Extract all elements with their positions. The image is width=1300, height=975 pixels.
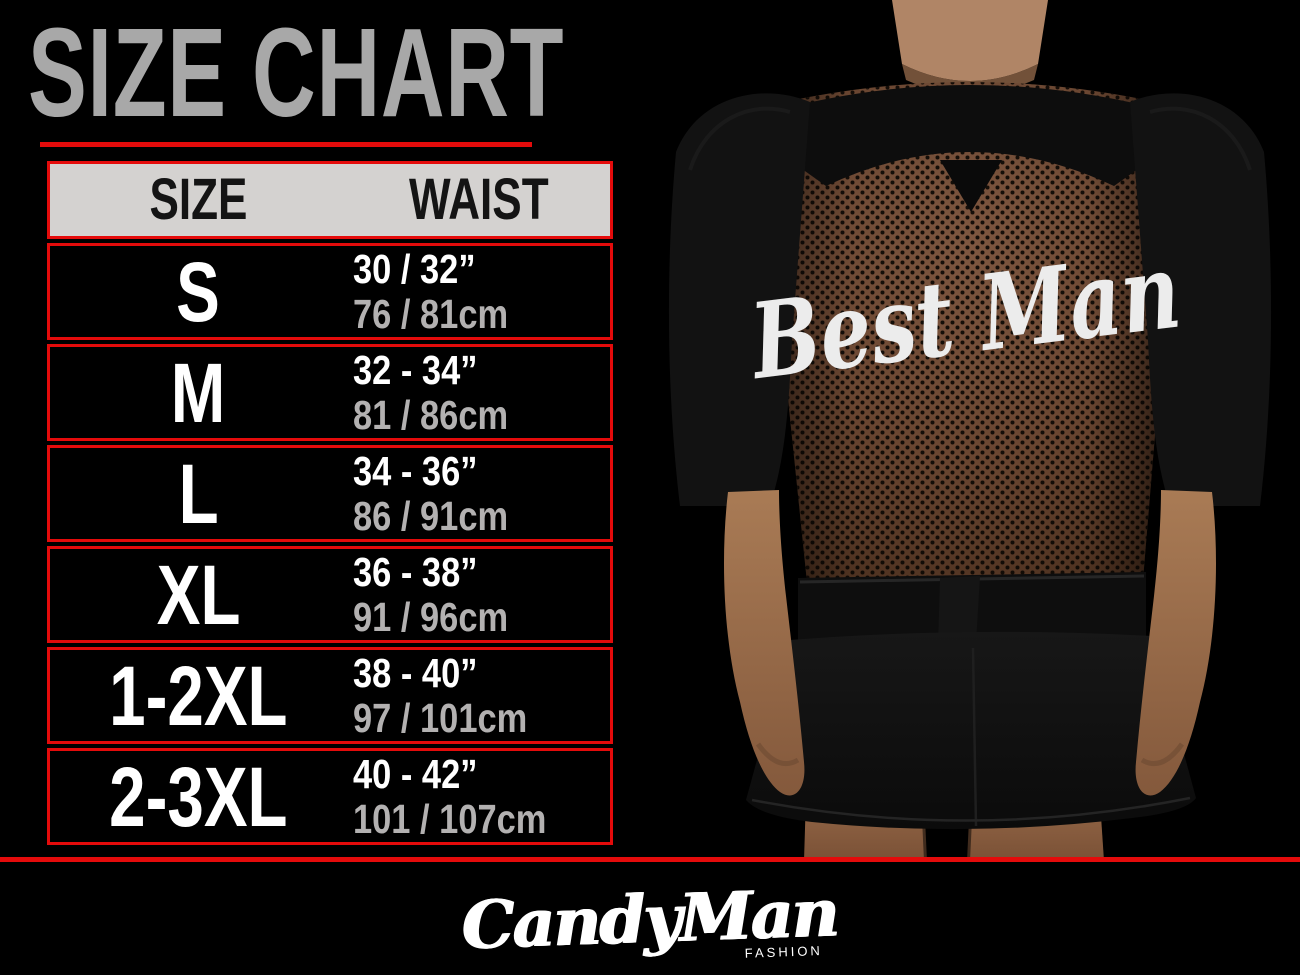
- waist-cell: 34 - 36” 86 / 91cm: [347, 447, 610, 539]
- robe-belt: [798, 572, 1146, 647]
- table-row-l: L 34 - 36” 86 / 91cm: [47, 445, 613, 542]
- size-label: XL: [156, 547, 241, 642]
- waist-inches: 34 - 36”: [352, 447, 478, 494]
- waist-inches: 32 - 34”: [352, 346, 478, 393]
- footer-divider-line: [0, 857, 1300, 862]
- robe-collar: [736, 85, 1204, 186]
- table-row-m: M 32 - 34” 81 / 86cm: [47, 344, 613, 441]
- waist-centimeters: 97 / 101cm: [352, 694, 528, 741]
- model-arm-left: [724, 490, 805, 796]
- column-header-size: SIZE: [50, 171, 347, 229]
- column-header-waist-label: WAIST: [408, 167, 549, 232]
- mesh-back-panel: [758, 82, 1182, 592]
- table-row-2-3xl: 2-3XL 40 - 42” 101 / 107cm: [47, 748, 613, 845]
- waist-centimeters: 81 / 86cm: [352, 391, 508, 438]
- size-cell: 1-2XL: [50, 654, 347, 738]
- table-row-s: S 30 / 32” 76 / 81cm: [47, 243, 613, 340]
- size-chart-header-row: SIZE WAIST: [47, 161, 613, 239]
- brand-logo-subtext: FASHION: [744, 942, 824, 961]
- robe-skirt: [746, 631, 1196, 830]
- robe-sleeve-left: [668, 93, 810, 507]
- waist-centimeters: 101 / 107cm: [352, 795, 547, 842]
- size-chart-table: SIZE WAIST S 30 / 32” 76 / 81cm M 32 - 3…: [47, 161, 613, 849]
- size-cell: L: [50, 452, 347, 536]
- waist-cell: 38 - 40” 97 / 101cm: [347, 649, 610, 741]
- size-label: 1-2XL: [109, 648, 288, 743]
- waist-cell: 40 - 42” 101 / 107cm: [347, 750, 610, 842]
- size-cell: 2-3XL: [50, 755, 347, 839]
- waist-inches: 30 / 32”: [352, 245, 476, 292]
- model-photo: Best Man: [668, 0, 1272, 861]
- size-cell: S: [50, 250, 347, 334]
- page-title-text: SIZE CHART: [28, 2, 565, 143]
- waist-cell: 32 - 34” 81 / 86cm: [347, 346, 610, 438]
- waist-inches: 40 - 42”: [352, 750, 478, 797]
- table-row-1-2xl: 1-2XL 38 - 40” 97 / 101cm: [47, 647, 613, 744]
- waist-inches: 36 - 38”: [352, 548, 478, 595]
- title-underline: [40, 142, 532, 147]
- size-label: 2-3XL: [109, 749, 288, 844]
- page-title: SIZE CHART: [28, 8, 794, 140]
- size-label: M: [171, 345, 226, 440]
- waist-cell: 36 - 38” 91 / 96cm: [347, 548, 610, 640]
- footer: CandyMan FASHION: [0, 862, 1300, 975]
- column-header-waist: WAIST: [347, 171, 610, 229]
- size-cell: XL: [50, 553, 347, 637]
- size-label: S: [176, 244, 221, 339]
- size-cell: M: [50, 351, 347, 435]
- waist-cell: 30 / 32” 76 / 81cm: [347, 245, 610, 337]
- waist-centimeters: 76 / 81cm: [352, 290, 508, 337]
- model-arm-right: [1135, 490, 1216, 796]
- waist-inches: 38 - 40”: [352, 649, 478, 696]
- waist-centimeters: 91 / 96cm: [352, 593, 508, 640]
- size-label: L: [178, 446, 219, 541]
- brand-logo: CandyMan FASHION: [461, 873, 839, 964]
- waist-centimeters: 86 / 91cm: [352, 492, 508, 539]
- robe-sleeve-right: [1130, 93, 1272, 507]
- model-neck: [892, 0, 1048, 81]
- table-row-xl: XL 36 - 38” 91 / 96cm: [47, 546, 613, 643]
- column-header-size-label: SIZE: [149, 167, 248, 232]
